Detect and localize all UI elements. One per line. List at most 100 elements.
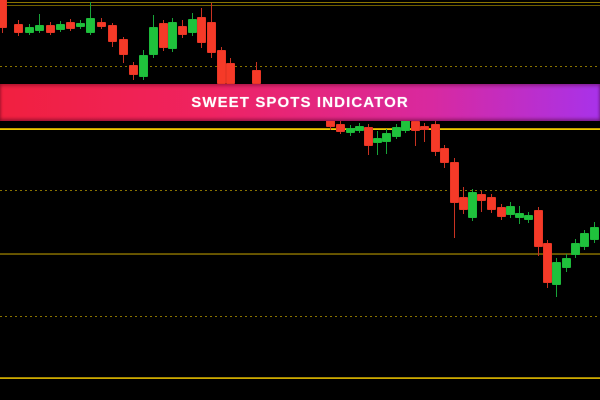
candle-body (496, 207, 506, 217)
candle-body (363, 127, 373, 146)
candle-body (177, 26, 187, 35)
candle-body (0, 0, 7, 28)
candle (216, 0, 226, 400)
candle-body (354, 126, 364, 131)
candle-body (430, 124, 440, 152)
candle-body (45, 25, 55, 33)
candle-body (158, 23, 168, 48)
sweet-spot-dotted-line (0, 66, 600, 67)
candle (335, 0, 345, 400)
indicator-banner: SWEET SPOTS INDICATOR (0, 84, 600, 121)
candle (118, 0, 128, 400)
candle (533, 0, 543, 400)
candle (75, 0, 85, 400)
candle-body (167, 22, 177, 49)
candle-body (505, 206, 515, 215)
banner-title: SWEET SPOTS INDICATOR (191, 94, 409, 111)
sweet-spot-solid-line (0, 2, 600, 3)
candle-body (589, 227, 599, 240)
candle-body (400, 115, 410, 131)
candle (354, 0, 364, 400)
candle (128, 0, 138, 400)
candle (251, 0, 261, 400)
candle-body (148, 27, 158, 55)
candle-body (410, 121, 420, 131)
candle (476, 0, 486, 400)
candle-body (579, 233, 589, 247)
candle (419, 0, 429, 400)
candle-wick (376, 131, 378, 155)
candle-body (458, 197, 468, 210)
candle-body (476, 194, 486, 201)
candle-body (449, 162, 459, 203)
candle (551, 0, 561, 400)
sweet-spot-solid-line (0, 5, 600, 6)
candle (430, 0, 440, 400)
candle (381, 0, 391, 400)
candle-body (561, 258, 571, 268)
candle-wick (423, 123, 425, 142)
candle (55, 0, 65, 400)
candle-body (216, 50, 226, 84)
candle-wick (414, 118, 416, 146)
candle (138, 0, 148, 400)
candle-body (118, 39, 128, 55)
candle (107, 0, 117, 400)
candle-body (75, 23, 85, 27)
candle (579, 0, 589, 400)
candle-body (523, 215, 533, 220)
candle-body (128, 65, 138, 75)
candle-body (65, 22, 75, 29)
candle-body (381, 133, 391, 142)
candle-body (419, 126, 429, 130)
candle-body (225, 63, 235, 84)
candle-body (251, 70, 261, 84)
candle-body (439, 148, 449, 163)
candle (0, 0, 7, 400)
candle-body (187, 19, 197, 33)
candle-wick (38, 14, 40, 33)
candle (325, 0, 335, 400)
candle (345, 0, 355, 400)
candle (496, 0, 506, 400)
candle (177, 0, 187, 400)
candle-body (13, 24, 23, 33)
candle (372, 0, 382, 400)
candle-body (372, 138, 382, 143)
candle (96, 0, 106, 400)
candle-body (335, 124, 345, 132)
candle-body (24, 27, 34, 33)
candle-body (486, 197, 496, 210)
candle (158, 0, 168, 400)
candle (363, 0, 373, 400)
candle-body (196, 17, 206, 43)
candle-body (514, 213, 524, 218)
candle (449, 0, 459, 400)
candle-body (345, 128, 355, 133)
candle (391, 0, 401, 400)
candle-body (107, 25, 117, 42)
candle (45, 0, 55, 400)
candle (589, 0, 599, 400)
candle-body (533, 210, 543, 247)
candle (85, 0, 95, 400)
sweet-spot-dotted-line (0, 190, 600, 191)
candle-body (55, 24, 65, 30)
candle (410, 0, 420, 400)
candle (486, 0, 496, 400)
candle-body (85, 18, 95, 33)
candle (458, 0, 468, 400)
candle (206, 0, 216, 400)
candle-body (138, 55, 148, 77)
candle (148, 0, 158, 400)
candle (505, 0, 515, 400)
candle (467, 0, 477, 400)
candle-body (551, 262, 561, 285)
candle (13, 0, 23, 400)
sweet-spot-solid-line (0, 253, 600, 255)
sweet-spot-solid-line (0, 377, 600, 379)
sweet-spot-dotted-line (0, 316, 600, 317)
